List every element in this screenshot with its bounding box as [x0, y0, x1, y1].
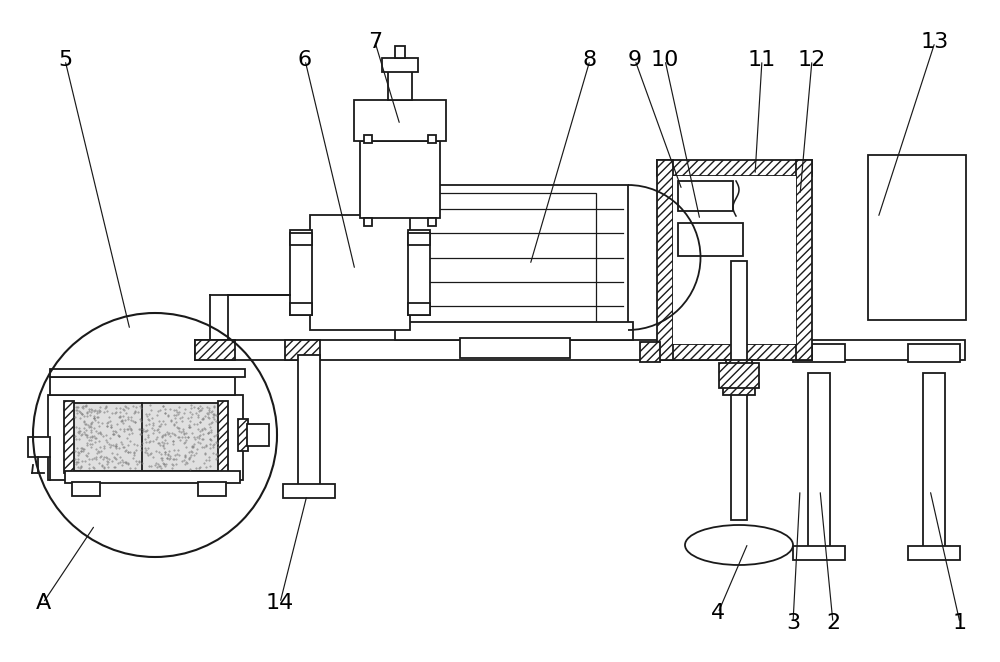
Text: 14: 14 [266, 593, 294, 613]
Bar [657, 160, 673, 360]
Bar [285, 340, 320, 360]
Bar [310, 215, 410, 330]
Bar [395, 46, 405, 58]
Text: 10: 10 [651, 50, 679, 70]
Bar [408, 230, 430, 315]
Bar [360, 141, 440, 218]
Text: 7: 7 [368, 32, 382, 52]
Bar [290, 233, 312, 245]
Text: A: A [35, 593, 51, 613]
Text: 8: 8 [583, 50, 597, 70]
Bar [238, 419, 248, 451]
Text: 12: 12 [798, 50, 826, 70]
Bar [195, 340, 235, 360]
Bar [382, 58, 418, 72]
Bar [48, 395, 243, 480]
Bar [65, 471, 240, 483]
Bar [908, 546, 960, 560]
Bar [64, 401, 74, 473]
Bar [793, 344, 845, 362]
Bar [428, 135, 436, 143]
Bar [408, 303, 430, 315]
Bar [673, 176, 796, 344]
Bar [428, 218, 436, 226]
Text: 13: 13 [921, 32, 949, 52]
Text: 2: 2 [826, 613, 840, 633]
Bar [868, 155, 966, 320]
Bar [283, 484, 335, 498]
Bar [247, 424, 269, 446]
Bar [354, 100, 446, 141]
Bar [640, 342, 660, 362]
Bar [290, 230, 312, 315]
Bar [719, 363, 759, 388]
Text: 3: 3 [786, 613, 800, 633]
Bar [28, 437, 50, 457]
Bar [657, 344, 812, 360]
Bar [657, 160, 812, 176]
Bar [50, 369, 245, 377]
Bar [388, 70, 412, 100]
Text: 1: 1 [953, 613, 967, 633]
Bar [198, 482, 226, 496]
Bar [678, 223, 743, 256]
Bar [72, 403, 220, 471]
Bar [408, 233, 430, 245]
Bar [808, 373, 830, 558]
Ellipse shape [685, 525, 793, 565]
Bar [723, 380, 755, 395]
Bar [400, 185, 628, 330]
Bar [796, 160, 812, 360]
Text: 11: 11 [748, 50, 776, 70]
Bar [460, 338, 570, 358]
Bar [408, 193, 596, 322]
Text: 9: 9 [628, 50, 642, 70]
Bar [290, 303, 312, 315]
Bar [908, 344, 960, 362]
Bar [726, 360, 752, 380]
Text: 6: 6 [298, 50, 312, 70]
Bar [395, 322, 633, 340]
Bar [364, 218, 372, 226]
Bar [218, 401, 228, 473]
Bar [364, 135, 372, 143]
Bar [72, 482, 100, 496]
Bar [731, 261, 747, 520]
Bar [923, 373, 945, 558]
Bar [195, 340, 965, 360]
Bar [678, 181, 733, 211]
Bar [50, 377, 235, 395]
Text: 4: 4 [711, 603, 725, 623]
Bar [72, 403, 220, 471]
Bar [793, 546, 845, 560]
Bar [298, 355, 320, 495]
Text: 5: 5 [58, 50, 72, 70]
